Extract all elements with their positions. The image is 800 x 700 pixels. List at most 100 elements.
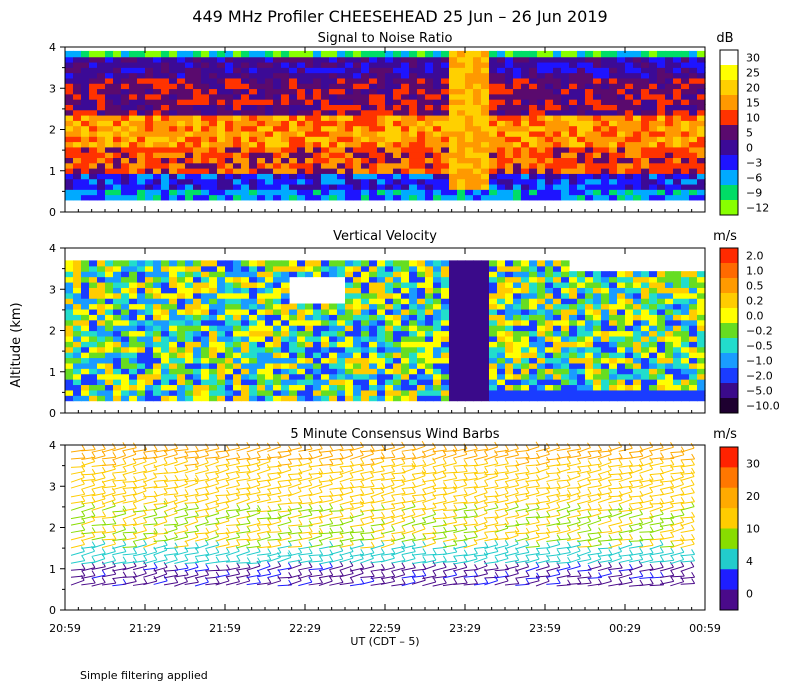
- snr-cell: [401, 162, 410, 169]
- snr-cell: [105, 93, 114, 100]
- vv-cell: [65, 379, 74, 386]
- vv-cell: [657, 346, 666, 353]
- snr-cell: [441, 178, 450, 185]
- snr-cell: [433, 135, 442, 143]
- snr-cell: [153, 88, 162, 95]
- snr-cell: [689, 162, 698, 169]
- vv-cell: [273, 341, 282, 348]
- snr-cell: [665, 93, 674, 100]
- wind-barb-flag: [153, 481, 158, 487]
- snr-cell: [289, 77, 298, 84]
- snr-cell: [161, 146, 170, 153]
- snr-cell: [281, 114, 290, 121]
- vv-cell: [441, 379, 450, 386]
- snr-cell: [129, 61, 138, 68]
- snr-cell: [617, 82, 626, 90]
- snr-cell: [689, 125, 698, 132]
- snr-cell: [521, 88, 530, 95]
- vv-cell: [441, 389, 450, 396]
- snr-cell: [585, 56, 594, 63]
- snr-cell: [441, 50, 450, 58]
- vv-cell: [129, 389, 138, 396]
- vv-cell: [177, 271, 186, 278]
- snr-cell: [345, 130, 354, 137]
- vv-cell: [401, 271, 410, 278]
- vv-cell: [665, 362, 674, 369]
- snr-cell: [209, 88, 218, 95]
- snr-cell: [545, 119, 554, 127]
- vv-cell: [153, 335, 162, 342]
- wind-barb: [184, 536, 199, 543]
- vv-cell: [505, 379, 514, 386]
- vv-cell: [129, 303, 138, 310]
- snr-cell: [409, 178, 418, 185]
- snr-cell: [545, 167, 554, 174]
- snr-cell: [305, 188, 314, 196]
- vv-cell: [537, 298, 546, 305]
- snr-cell: [209, 98, 218, 105]
- vv-cell: [681, 373, 690, 380]
- snr-cell: [177, 151, 186, 159]
- snr-cell: [201, 88, 210, 95]
- snr-cell: [497, 167, 506, 174]
- snr-cell: [289, 114, 298, 121]
- vv-cell: [97, 341, 106, 348]
- snr-cell: [345, 119, 354, 127]
- vv-cell: [121, 276, 130, 283]
- vv-cell: [481, 281, 490, 288]
- vv-cell: [505, 325, 514, 332]
- vv-cell: [561, 271, 570, 278]
- snr-cell: [409, 103, 418, 111]
- snr-cell: [553, 50, 562, 58]
- vv-cell: [145, 389, 154, 396]
- vv-cell: [313, 384, 322, 391]
- snr-cell: [657, 82, 666, 90]
- vv-cell: [137, 292, 146, 299]
- vv-cell: [465, 325, 474, 332]
- snr-cell: [649, 93, 658, 100]
- snr-cell: [153, 188, 162, 196]
- vv-cell: [433, 335, 442, 342]
- snr-cell: [553, 135, 562, 143]
- wind-barb: [205, 483, 219, 489]
- vv-cell: [593, 341, 602, 348]
- vv-cell: [329, 260, 338, 267]
- vv-cell: [417, 389, 426, 396]
- colorbar-swatch: [720, 95, 738, 111]
- wind-barb: [194, 537, 209, 542]
- snr-cell: [321, 61, 330, 68]
- vv-cell: [153, 389, 162, 396]
- snr-cell: [297, 66, 306, 74]
- vv-cell: [193, 303, 202, 310]
- snr-cell: [177, 146, 186, 153]
- vv-cell: [209, 335, 218, 342]
- snr-cell: [641, 183, 650, 190]
- vv-cell: [89, 335, 98, 342]
- vv-cell: [569, 384, 578, 391]
- wind-barb-flag: [122, 450, 127, 456]
- vv-cell: [305, 373, 314, 380]
- vv-cell: [633, 325, 642, 332]
- snr-cell: [529, 141, 538, 148]
- snr-cell: [361, 156, 370, 164]
- vv-cell: [449, 265, 458, 272]
- snr-cell: [665, 162, 674, 169]
- wind-barb-flag: [205, 473, 210, 480]
- vv-cell: [409, 303, 418, 310]
- vv-cell: [465, 379, 474, 386]
- vv-cell: [393, 298, 402, 305]
- snr-cell: [521, 172, 530, 180]
- snr-cell: [657, 156, 666, 164]
- snr-cell: [129, 82, 138, 90]
- snr-cell: [313, 109, 322, 116]
- vv-cell: [657, 389, 666, 396]
- vv-cell: [417, 281, 426, 288]
- vv-cell: [521, 314, 530, 321]
- snr-cell: [145, 109, 154, 116]
- snr-cell: [609, 130, 618, 137]
- snr-cell: [185, 146, 194, 153]
- snr-cell: [609, 77, 618, 84]
- snr-cell: [265, 183, 274, 190]
- vv-cell: [97, 352, 106, 359]
